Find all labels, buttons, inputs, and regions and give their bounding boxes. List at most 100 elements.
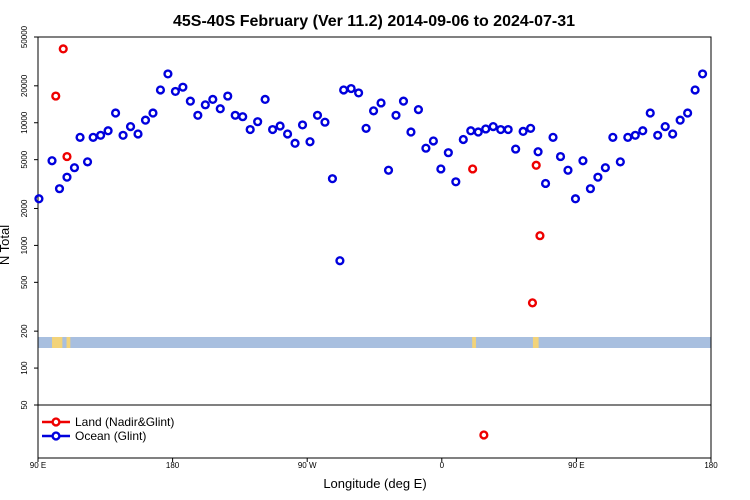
- ocean-point: [75, 132, 85, 142]
- ocean-point: [675, 115, 685, 125]
- ocean-point: [398, 96, 409, 106]
- ocean-point: [110, 108, 121, 118]
- legend: Land (Nadir&Glint)Ocean (Glint): [42, 415, 174, 443]
- ocean-point: [230, 110, 240, 120]
- ocean-point: [443, 148, 453, 158]
- y-tick-label: 10000: [20, 111, 29, 134]
- ocean-point: [260, 94, 270, 104]
- y-tick-label: 2000: [20, 199, 29, 217]
- ocean-point: [488, 122, 498, 132]
- ocean-point: [593, 172, 603, 182]
- ocean-point: [208, 94, 218, 104]
- ocean-point: [368, 106, 379, 116]
- ocean-point: [600, 163, 610, 173]
- ocean-point: [320, 117, 330, 127]
- y-tick-label: 50: [20, 400, 29, 409]
- land-point: [62, 151, 72, 162]
- ocean-point: [451, 177, 461, 187]
- ocean-point: [305, 137, 315, 147]
- ocean-point: [518, 126, 528, 136]
- ocean-point: [54, 184, 65, 194]
- ocean-point: [533, 147, 543, 157]
- chart-title: 45S-40S February (Ver 11.2) 2014-09-06 t…: [173, 13, 575, 30]
- ocean-point: [668, 129, 678, 139]
- ocean-point: [223, 91, 233, 101]
- y-tick-label: 100: [20, 361, 29, 375]
- ocean-point: [563, 165, 573, 175]
- land-strip-segment: [66, 337, 71, 348]
- y-axis: 50 100 200 500 1000 2000 5000 10000 20000 50000: [20, 25, 38, 409]
- ocean-point: [268, 124, 278, 135]
- ocean-point: [683, 108, 693, 118]
- ocean-point: [481, 124, 491, 134]
- legend-marker: [51, 417, 61, 427]
- ocean-point: [645, 108, 655, 118]
- ocean-point: [125, 122, 136, 132]
- ocean-point: [133, 129, 143, 139]
- ocean-point: [623, 132, 633, 142]
- ocean-point: [421, 143, 431, 153]
- ocean-point: [376, 98, 386, 108]
- ocean-point: [458, 134, 468, 145]
- ocean-point: [406, 127, 416, 137]
- ocean-point: [503, 124, 513, 135]
- ocean-point: [615, 157, 625, 167]
- ocean-point: [466, 126, 476, 136]
- x-tick-label: 90 W: [298, 461, 317, 470]
- ocean-point: [118, 130, 128, 140]
- land-strip-segment: [472, 337, 476, 348]
- land-point: [468, 164, 478, 174]
- y-tick-label: 200: [20, 324, 29, 338]
- land-strip-segment: [532, 337, 539, 348]
- ocean-point: [245, 124, 255, 135]
- ocean-point: [511, 144, 521, 154]
- ocean-point: [690, 85, 700, 95]
- ocean-point: [178, 82, 188, 92]
- ocean-point: [297, 120, 308, 130]
- ocean-point: [496, 124, 506, 135]
- ocean-point: [697, 69, 708, 79]
- land-point: [531, 160, 541, 170]
- ocean-point: [525, 123, 536, 133]
- ocean-point: [62, 172, 72, 182]
- ocean-point: [327, 174, 338, 184]
- ocean-point: [185, 96, 195, 106]
- ocean-point: [155, 85, 166, 95]
- ocean-point: [383, 165, 394, 175]
- ocean-point: [238, 112, 248, 122]
- x-axis: 90 E 180 90 W 0 90 E 180: [30, 458, 718, 470]
- ocean-point: [540, 178, 551, 189]
- ocean-point: [200, 100, 210, 110]
- land-mask-strip: [38, 337, 711, 348]
- ocean-point: [88, 132, 98, 142]
- ocean-point: [96, 130, 106, 140]
- land-point-below-range: [479, 430, 489, 440]
- ocean-point: [275, 121, 285, 131]
- ocean-point: [148, 108, 158, 118]
- ocean-point: [653, 130, 663, 140]
- ocean-point: [428, 136, 438, 146]
- ocean-point: [608, 132, 618, 142]
- ocean-point: [585, 184, 596, 194]
- ocean-point: [193, 110, 203, 120]
- ocean-point: [391, 110, 401, 120]
- land-point: [535, 231, 545, 241]
- x-tick-label: 0: [440, 461, 445, 470]
- ocean-point: [335, 256, 345, 266]
- ocean-strip: [38, 337, 711, 348]
- ocean-point: [69, 163, 80, 173]
- ocean-point: [570, 194, 581, 204]
- land-point: [51, 91, 61, 101]
- y-axis-label: N Total: [0, 225, 12, 265]
- ocean-point: [103, 126, 113, 136]
- ocean-point: [170, 86, 181, 97]
- ocean-point: [413, 104, 424, 115]
- ocean-point: [346, 83, 356, 94]
- ocean-point: [290, 138, 300, 148]
- ocean-point: [660, 122, 670, 132]
- ocean-point: [163, 69, 173, 79]
- legend-label: Ocean (Glint): [75, 429, 146, 443]
- ocean-point: [638, 126, 648, 136]
